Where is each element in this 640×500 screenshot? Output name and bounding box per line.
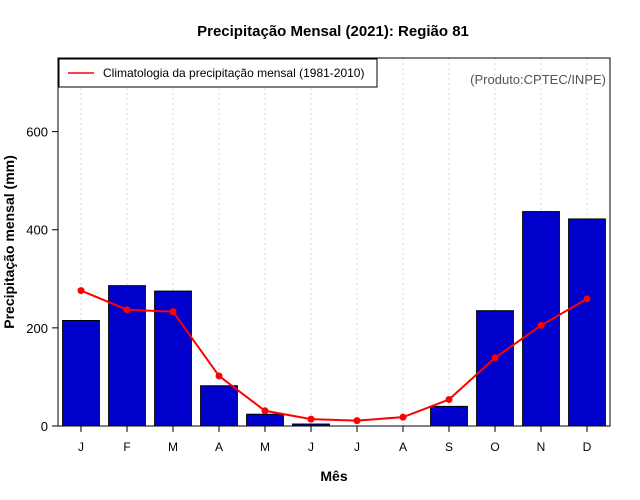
bar-11 [568,218,606,427]
x-tick-label-1: F [123,440,130,454]
chart-title: Precipitação Mensal (2021): Região 81 [197,23,469,40]
y-tick-label-3: 600 [26,125,48,140]
x-tick-label-4: M [260,440,270,454]
x-tick-label-0: J [78,440,84,454]
source-annotation: (Produto:CPTEC/INPE) [470,72,606,87]
y-axis-title: Precipitação mensal (mm) [1,155,17,329]
climatology-point-0 [77,287,85,295]
climatology-line [80,289,588,422]
climatology-point-5 [307,415,315,423]
climatology-point-4 [261,407,269,415]
climatology-point-7 [399,413,407,421]
legend-box [58,58,378,88]
climatology-point-1 [123,306,131,314]
y-axis: 0 200 400 600 [26,125,58,434]
climatology-point-11 [583,295,591,303]
x-tick-label-3: A [215,440,223,454]
climatology-point-6 [353,417,361,425]
plot-frame [57,57,611,427]
x-tick-label-2: M [168,440,178,454]
legend-label: Climatologia da precipitação mensal (198… [103,66,364,80]
x-tick-label-9: O [490,440,499,454]
y-tick-label-0: 0 [41,419,48,434]
x-tick-label-5: J [308,440,314,454]
x-tick-label-11: D [583,440,592,454]
x-tick-label-8: S [445,440,453,454]
x-axis-title: Mês [320,468,347,484]
climatology-point-3 [215,372,223,380]
bar-4 [246,413,284,427]
legend: Climatologia da precipitação mensal (198… [58,58,378,88]
climatology-point-9 [491,354,499,362]
climatology-point-10 [537,321,545,329]
climatology-series [77,287,591,425]
climatology-point-2 [169,308,177,316]
y-tick-label-1: 200 [26,321,48,336]
bar-8 [430,405,468,427]
bar-series [62,211,606,427]
bar-3 [200,385,238,427]
x-tick-label-10: N [537,440,546,454]
climatology-point-8 [445,396,453,404]
x-tick-label-7: A [399,440,407,454]
y-tick-label-2: 400 [26,223,48,238]
x-tick-label-6: J [354,440,360,454]
bar-0 [62,320,100,427]
